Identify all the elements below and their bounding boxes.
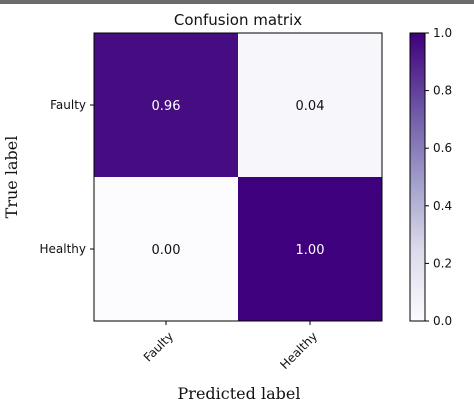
colorbar-ticks: 0.0 0.2 0.4 0.6 0.8 1.0 — [425, 26, 452, 328]
cell-1-1 — [238, 177, 382, 321]
y-axis-label: True label — [2, 136, 21, 219]
cell-0-1 — [238, 33, 382, 177]
x-tick-label: Healthy — [277, 329, 320, 372]
x-axis-label: Predicted label — [178, 384, 301, 403]
cell-label-0-1: 0.04 — [296, 99, 325, 114]
x-axis-ticks: Faulty Healthy — [141, 321, 320, 372]
colorbar — [409, 32, 426, 322]
plot-frame — [93, 32, 383, 322]
heatmap-cells: 0.96 0.04 0.00 1.00 — [94, 33, 382, 321]
colorbar-tick-label: 1.0 — [433, 26, 452, 40]
cell-label-1-0: 0.00 — [152, 243, 181, 258]
colorbar-tick-label: 0.6 — [433, 141, 452, 155]
colorbar-tick-label: 0.8 — [433, 84, 452, 98]
x-tick-label: Faulty — [141, 329, 176, 364]
cell-label-0-0: 0.96 — [152, 99, 181, 114]
colorbar-tick-label: 0.4 — [433, 199, 452, 213]
cell-label-1-1: 1.00 — [296, 243, 325, 258]
cell-1-0 — [94, 177, 238, 321]
chart-title: Confusion matrix — [174, 11, 302, 29]
y-tick-label: Faulty — [50, 98, 86, 112]
colorbar-tick-label: 0.2 — [433, 256, 452, 270]
y-tick-label: Healthy — [39, 242, 86, 256]
top-crop-strip — [0, 0, 474, 4]
y-axis-ticks: Faulty Healthy — [39, 98, 94, 256]
colorbar-tick-label: 0.0 — [433, 314, 452, 328]
cell-0-0 — [94, 33, 238, 177]
